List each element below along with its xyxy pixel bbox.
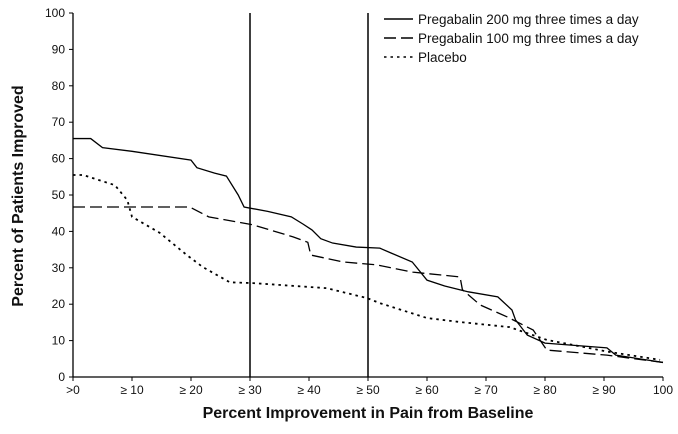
x-tick-label: ≥ 90	[592, 383, 616, 397]
y-tick-label: 90	[52, 42, 66, 56]
y-tick-label: 100	[45, 6, 65, 20]
y-tick-label: 20	[52, 297, 66, 311]
x-tick-label: ≥ 70	[474, 383, 498, 397]
x-tick-label: ≥ 40	[297, 383, 321, 397]
series-line-3	[73, 174, 661, 361]
legend-label: Pregabalin 100 mg three times a day	[418, 31, 639, 46]
y-tick-label: 10	[52, 334, 66, 348]
series-line-2	[73, 206, 664, 364]
x-tick-label: ≥ 50	[356, 383, 380, 397]
x-tick-label: ≥ 80	[533, 383, 557, 397]
y-tick-label: 50	[52, 188, 66, 202]
x-axis-label: Percent Improvement in Pain from Baselin…	[203, 405, 534, 422]
y-tick-label: 70	[52, 115, 66, 129]
y-tick-label: 40	[52, 224, 66, 238]
legend-label: Placebo	[418, 50, 467, 65]
x-tick-label: 100	[653, 383, 673, 397]
x-tick-label: ≥ 20	[179, 383, 203, 397]
series-line-1	[73, 137, 664, 364]
y-tick-label: 80	[52, 79, 66, 93]
y-tick-label: 0	[58, 370, 65, 384]
x-tick-label: ≥ 30	[238, 383, 262, 397]
y-axis-label: Percent of Patients Improved	[10, 85, 27, 306]
y-tick-label: 30	[52, 261, 66, 275]
x-tick-label: ≥ 10	[120, 383, 144, 397]
legend-label: Pregabalin 200 mg three times a day	[418, 12, 639, 27]
x-tick-label: >0	[66, 383, 80, 397]
y-tick-label: 60	[52, 152, 66, 166]
x-tick-label: ≥ 60	[415, 383, 439, 397]
